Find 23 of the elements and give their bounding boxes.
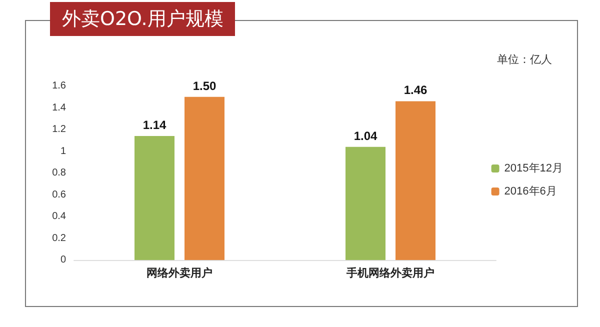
- bar: [184, 96, 224, 260]
- data-label: 1.14: [142, 118, 166, 132]
- y-tick-label: 0: [60, 254, 66, 266]
- x-tick-label: 网络外卖用户: [146, 266, 212, 280]
- y-tick-label: 0.2: [52, 232, 66, 244]
- y-tick-label: 0.8: [52, 168, 66, 178]
- y-tick-label: 1.4: [52, 102, 66, 114]
- chart-title: 外卖O2O.用户规模: [50, 2, 236, 36]
- legend-label: 2016年6月: [504, 186, 557, 198]
- data-label: 1.04: [354, 128, 378, 143]
- y-axis-title: 单位：亿人: [497, 52, 552, 67]
- x-tick-label: 手机网络外卖用户: [346, 266, 434, 280]
- legend-label: 2015年12月: [504, 162, 564, 174]
- data-label: 1.46: [404, 83, 428, 98]
- y-tick-label: 1.6: [52, 80, 66, 92]
- y-tick-label: 0.6: [52, 189, 66, 200]
- bar: [346, 146, 386, 260]
- bar: [134, 136, 174, 260]
- y-tick-label: 1: [60, 146, 66, 157]
- data-label: 1.50: [192, 78, 216, 93]
- y-tick-label: 0.4: [52, 211, 66, 222]
- bar: [396, 101, 436, 260]
- y-tick-label: 1.2: [52, 124, 66, 135]
